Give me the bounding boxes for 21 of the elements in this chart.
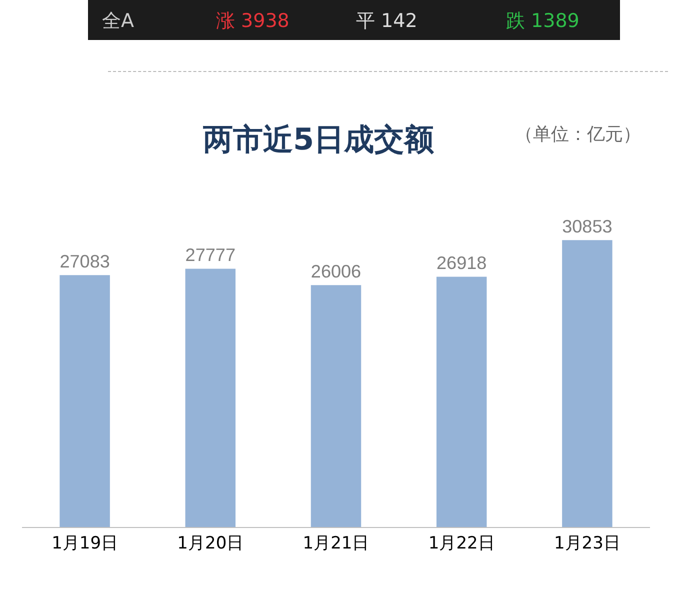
- data-label: 26006: [310, 262, 362, 282]
- data-label: 27777: [185, 245, 236, 266]
- bar: [310, 285, 362, 527]
- bar: [60, 275, 110, 527]
- chart-subtitle: （单位：亿元）: [515, 123, 641, 146]
- bar: [436, 276, 487, 527]
- text: 跌 1389: [506, 9, 580, 34]
- x-tick-label: 1月21日: [302, 533, 370, 554]
- chart-title: 两市近5日成交额: [202, 122, 434, 158]
- bar: [562, 240, 612, 527]
- bar: [185, 268, 236, 527]
- data-label: 27083: [60, 252, 110, 272]
- text: 涨 3938: [216, 9, 290, 34]
- text: 全A: [102, 9, 134, 34]
- x-tick-label: 1月22日: [428, 533, 495, 554]
- data-label: 30853: [562, 216, 612, 237]
- data-label: 26918: [436, 253, 487, 274]
- text: 平 142: [356, 9, 418, 34]
- x-tick-label: 1月20日: [177, 533, 244, 554]
- x-tick-label: 1月23日: [554, 533, 620, 554]
- x-tick-label: 1月19日: [52, 533, 118, 554]
